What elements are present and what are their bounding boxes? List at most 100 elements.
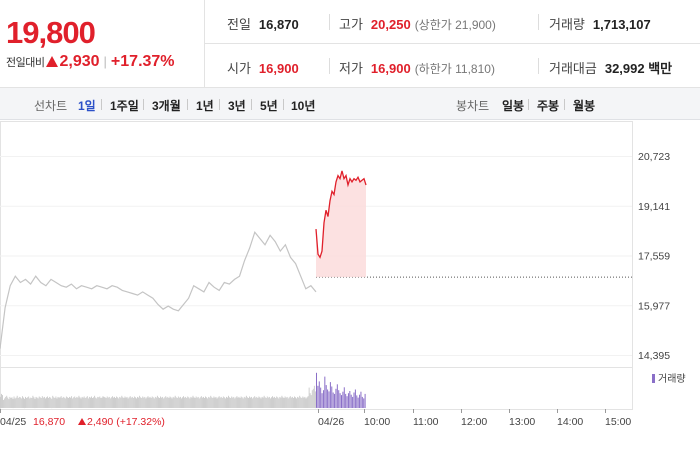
prev-day-info: 16,870 — [33, 416, 65, 428]
volume-bar — [166, 397, 168, 408]
volume-bar — [142, 396, 144, 408]
volume-bar — [223, 397, 225, 408]
volume-bar — [164, 397, 166, 408]
chart-frame — [0, 121, 633, 410]
volume-bar — [109, 398, 111, 408]
volume-bar — [57, 396, 59, 408]
volume-bar — [96, 398, 98, 408]
stat-sub: (하한가 11,810) — [414, 62, 495, 76]
volume-bar — [41, 396, 43, 408]
volume-bar — [247, 398, 249, 408]
candle-weekly-tab[interactable]: 주봉 — [537, 99, 560, 113]
volume-bar — [183, 396, 185, 408]
price-chart[interactable]: 20,723 19,141 17,559 15,977 14,395 거래량 04/25… — [0, 121, 700, 450]
volume-bar — [126, 396, 128, 408]
y-tick-label: 14,395 — [638, 350, 670, 362]
volume-bar — [93, 397, 95, 408]
volume-bar — [250, 397, 251, 408]
divider — [538, 14, 539, 30]
divider — [187, 99, 188, 110]
volume-bar — [191, 397, 193, 408]
divider — [329, 58, 330, 74]
volume-bar — [206, 397, 208, 408]
volume-bar — [232, 397, 234, 408]
volume-bar — [336, 384, 338, 408]
volume-bar — [361, 396, 363, 408]
volume-bar — [334, 393, 336, 408]
volume-bar — [275, 398, 277, 408]
period-3m-tab[interactable]: 3개월 — [152, 99, 181, 113]
stat-label: 시가 — [227, 61, 251, 76]
period-1w-tab[interactable]: 1주일 — [110, 99, 139, 113]
prev-day-change: 2,490 (+17.32%) — [87, 416, 165, 428]
volume-bar — [219, 397, 221, 408]
volume-bar — [198, 398, 200, 408]
volume-bar — [254, 396, 256, 408]
up-triangle-icon — [78, 418, 86, 425]
divider — [143, 99, 144, 110]
volume-bar — [165, 396, 167, 408]
volume-bar — [58, 397, 60, 408]
volume-bar — [210, 395, 212, 408]
volume-bar — [284, 396, 286, 408]
volume-bar — [42, 397, 44, 408]
volume-bar — [222, 396, 224, 408]
volume-bar — [152, 397, 154, 408]
volume-bar — [235, 397, 237, 408]
period-3y-tab[interactable]: 3년 — [228, 99, 246, 113]
period-10y-tab[interactable]: 10년 — [291, 99, 316, 113]
volume-legend: 거래량 — [652, 373, 686, 385]
volume-bar — [261, 396, 263, 408]
volume-bar — [95, 397, 97, 408]
volume-bar — [101, 397, 103, 408]
volume-bar — [88, 396, 90, 408]
volume-bar — [249, 396, 250, 408]
volume-bar — [224, 398, 226, 408]
volume-bar — [102, 396, 104, 408]
divider — [564, 99, 565, 110]
x-axis-labels: 04/25 04/26 10:00 11:00 12:00 13:00 14:00 15:00 — [0, 409, 631, 428]
volume-bar — [189, 398, 191, 408]
volume-bar — [312, 388, 314, 408]
volume-bar — [349, 391, 351, 408]
volume-bar — [359, 394, 361, 408]
volume-bar — [33, 397, 35, 408]
volume-bar — [44, 398, 46, 408]
volume-bar — [300, 397, 302, 408]
volume-bar — [121, 395, 123, 408]
volume-bar — [332, 392, 334, 408]
volume-bar — [114, 396, 115, 408]
volume-bar — [40, 398, 42, 408]
volume-bar — [53, 397, 55, 408]
volume-bar — [50, 397, 52, 408]
volume-bar — [81, 396, 83, 408]
volume-bar — [307, 396, 309, 408]
volume-bar — [87, 398, 89, 408]
volume-bar — [155, 397, 157, 408]
volume-bar — [192, 395, 194, 408]
volume-bar — [178, 397, 180, 408]
stat-high: 고가 20,250 (상한가 21,900) — [339, 14, 496, 33]
volume-bar — [14, 398, 16, 408]
stat-open: 시가 16,900 — [227, 58, 299, 77]
volume-bar — [187, 396, 189, 408]
period-5y-tab[interactable]: 5년 — [260, 99, 278, 113]
x-tick-label: 13:00 — [509, 416, 535, 428]
volume-bar — [132, 398, 134, 408]
period-1y-tab[interactable]: 1년 — [196, 99, 214, 113]
stat-value: 16,900 — [258, 61, 299, 76]
volume-bar — [291, 396, 293, 408]
candle-daily-tab[interactable]: 일봉 — [502, 99, 525, 113]
volume-bar — [4, 398, 6, 408]
period-1d-tab[interactable]: 1일 — [78, 99, 96, 113]
volume-bar — [158, 397, 159, 408]
volume-bar — [73, 397, 75, 408]
volume-bar — [277, 397, 279, 408]
volume-bar — [218, 396, 220, 408]
volume-bar — [89, 397, 91, 408]
candle-monthly-tab[interactable]: 월봉 — [573, 99, 596, 113]
volume-bar — [364, 393, 366, 408]
volume-bar — [272, 396, 273, 408]
volume-bar — [30, 397, 32, 408]
volume-bar — [118, 398, 120, 408]
